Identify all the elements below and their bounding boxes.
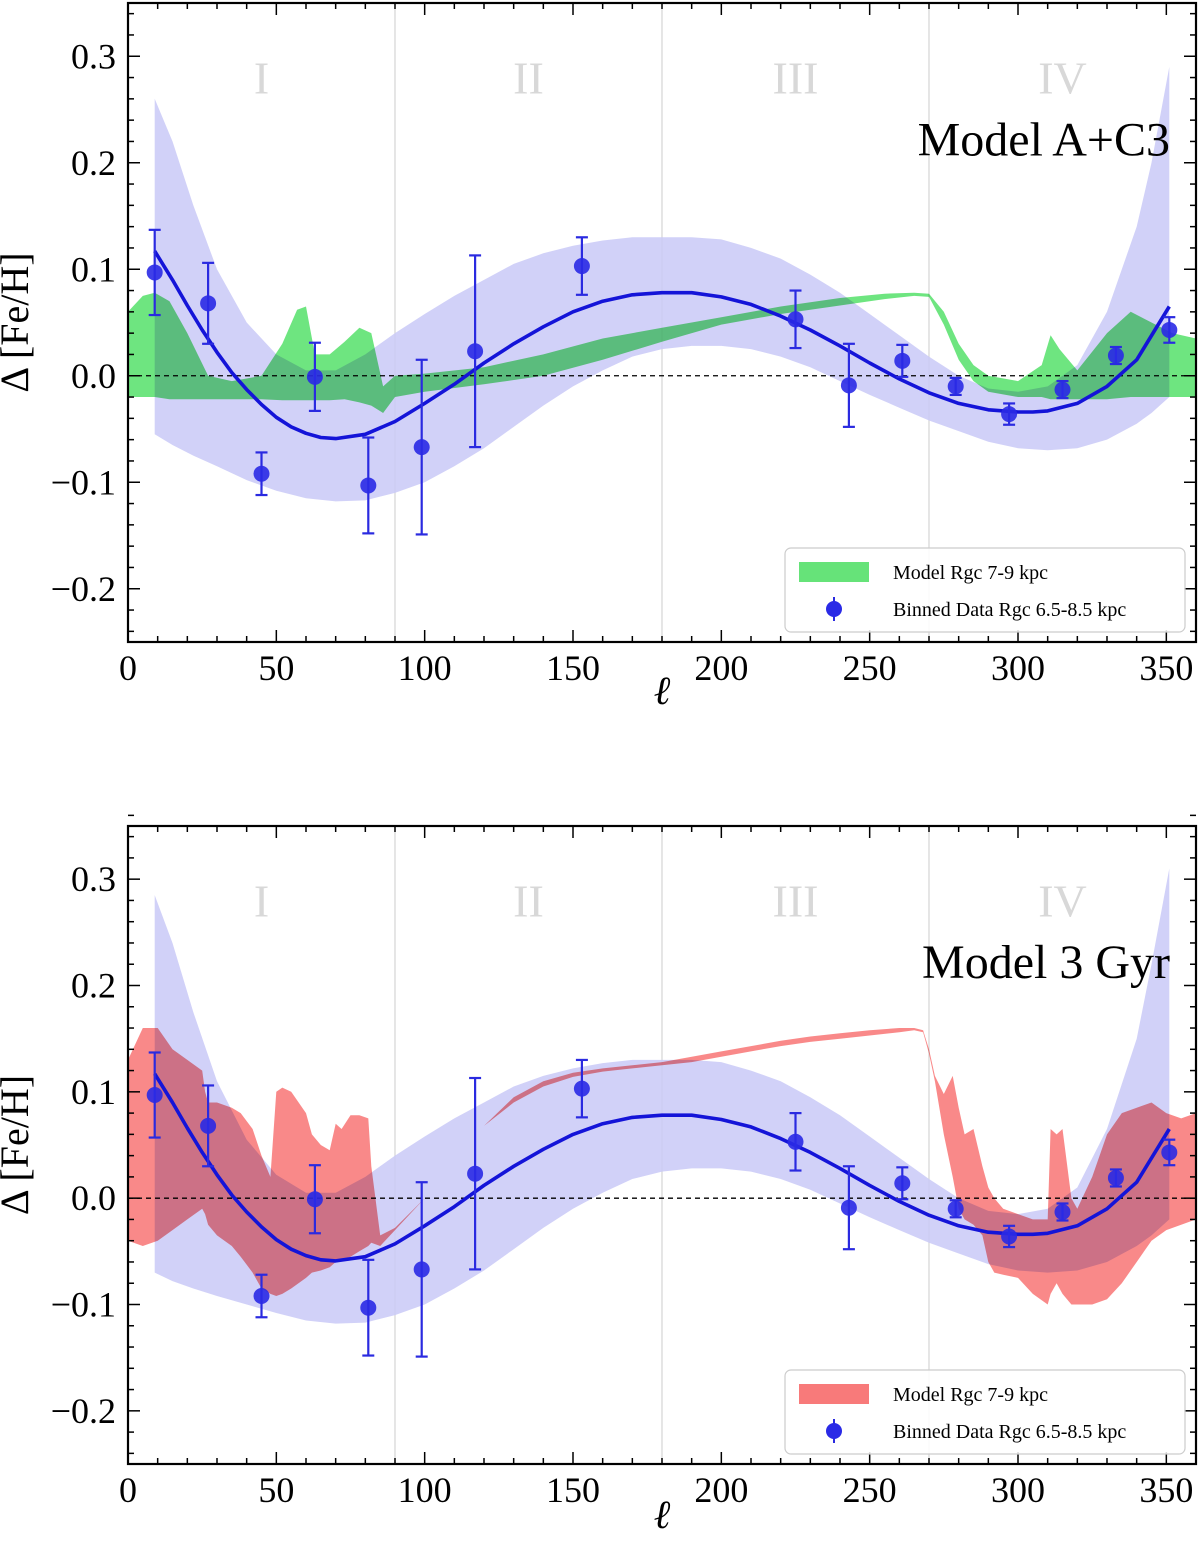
legend-box bbox=[784, 1369, 1186, 1455]
data-point bbox=[200, 295, 217, 312]
data-point bbox=[787, 311, 804, 328]
data-point bbox=[840, 1199, 857, 1216]
data-point bbox=[200, 1117, 217, 1134]
y-tick-label: 0.3 bbox=[71, 36, 116, 76]
x-tick-label: 100 bbox=[398, 1470, 452, 1510]
legend-swatch-model bbox=[799, 1384, 869, 1404]
data-point bbox=[1001, 406, 1018, 423]
y-tick-label: −0.1 bbox=[51, 1285, 116, 1325]
legend-marker-icon bbox=[826, 1423, 842, 1439]
fit-curve bbox=[153, 1072, 1171, 1263]
plot-area: I II III IV bbox=[128, 826, 1196, 1464]
data-point bbox=[467, 343, 484, 360]
legend-marker-icon bbox=[826, 601, 842, 617]
model-band bbox=[128, 292, 1196, 413]
x-tick-label: 350 bbox=[1139, 1470, 1193, 1510]
y-axis-label: Δ [Fe/H] bbox=[0, 1075, 37, 1215]
y-tick-label: 0.2 bbox=[71, 966, 116, 1006]
legend: Model Rgc 7-9 kpc Binned Data Rgc 6.5-8.5… bbox=[784, 1369, 1186, 1455]
data-point bbox=[1054, 1203, 1071, 1220]
data-point bbox=[306, 368, 323, 385]
x-tick-label: 150 bbox=[546, 1470, 600, 1510]
x-tick-label: 0 bbox=[119, 1470, 137, 1510]
data-point bbox=[1161, 1144, 1178, 1161]
x-tick-label: 100 bbox=[398, 648, 452, 688]
x-axis-label: ℓ bbox=[654, 1492, 671, 1537]
legend-swatch-model bbox=[799, 562, 869, 582]
panel-top: I II III IV0 50 100 150 200 250 300 350−0.2−0.10.0… bbox=[0, 1, 1198, 713]
legend-box bbox=[784, 547, 1186, 633]
quadrant-label: II bbox=[513, 53, 544, 104]
y-tick-label: −0.2 bbox=[51, 569, 116, 609]
data-point bbox=[894, 1175, 911, 1192]
quadrant-label: III bbox=[773, 875, 819, 926]
quadrant-label: I bbox=[254, 875, 269, 926]
data-point bbox=[573, 1080, 590, 1097]
data-point bbox=[1054, 381, 1071, 398]
quadrant-label: IV bbox=[1038, 875, 1087, 926]
data-point bbox=[1161, 321, 1178, 338]
data-point bbox=[467, 1165, 484, 1182]
data-point bbox=[1107, 1169, 1124, 1186]
legend-label-model: Model Rgc 7-9 kpc bbox=[893, 562, 1048, 584]
x-tick-label: 350 bbox=[1139, 648, 1193, 688]
data-point bbox=[306, 1191, 323, 1208]
data-point bbox=[894, 352, 911, 369]
x-tick-label: 50 bbox=[258, 648, 294, 688]
legend-label-data: Binned Data Rgc 6.5-8.5 kpc bbox=[893, 599, 1126, 621]
data-point bbox=[413, 1261, 430, 1278]
quadrant-label: III bbox=[773, 53, 819, 104]
y-tick-label: −0.2 bbox=[51, 1391, 116, 1431]
x-tick-label: 250 bbox=[843, 648, 897, 688]
x-tick-label: 300 bbox=[991, 648, 1045, 688]
data-point bbox=[947, 1200, 964, 1217]
data-point bbox=[1107, 347, 1124, 364]
data-point bbox=[413, 439, 430, 456]
data-point bbox=[253, 1287, 270, 1304]
y-tick-label: −0.1 bbox=[51, 462, 116, 502]
x-tick-label: 0 bbox=[119, 648, 137, 688]
x-tick-label: 200 bbox=[694, 1470, 748, 1510]
legend-label-data: Binned Data Rgc 6.5-8.5 kpc bbox=[893, 1421, 1126, 1443]
y-tick-label: 0.0 bbox=[71, 1178, 116, 1218]
data-point bbox=[146, 1087, 163, 1104]
panel-bottom: I II III IV0 50 100 150 200 250 300 350−0.2−0.10.0… bbox=[0, 814, 1198, 1537]
data-point bbox=[253, 465, 270, 482]
data-point bbox=[1001, 1228, 1018, 1245]
legend-label-model: Model Rgc 7-9 kpc bbox=[893, 1384, 1048, 1406]
y-axis-label: Δ [Fe/H] bbox=[0, 252, 37, 392]
data-point bbox=[573, 258, 590, 275]
y-tick-label: 0.2 bbox=[71, 143, 116, 183]
model-band bbox=[128, 1028, 1196, 1305]
fit-curve bbox=[153, 250, 1171, 441]
quadrant-label: I bbox=[254, 53, 269, 104]
x-tick-label: 300 bbox=[991, 1470, 1045, 1510]
model-title: Model 3 Gyr bbox=[922, 936, 1170, 989]
x-axis-label: ℓ bbox=[654, 668, 671, 713]
y-tick-label: 0.3 bbox=[71, 859, 116, 899]
x-tick-label: 150 bbox=[546, 648, 600, 688]
y-tick-label: 0.1 bbox=[71, 1072, 116, 1112]
data-point bbox=[787, 1133, 804, 1150]
data-point bbox=[360, 477, 377, 494]
quadrant-label: II bbox=[513, 875, 544, 926]
quadrant-label: IV bbox=[1038, 53, 1087, 104]
x-tick-label: 200 bbox=[694, 648, 748, 688]
plot-area: I II III IV bbox=[128, 3, 1196, 642]
legend: Model Rgc 7-9 kpc Binned Data Rgc 6.5-8.5… bbox=[784, 547, 1186, 633]
data-point bbox=[146, 264, 163, 281]
x-tick-label: 50 bbox=[258, 1470, 294, 1510]
y-tick-label: 0.0 bbox=[71, 356, 116, 396]
data-point bbox=[840, 377, 857, 394]
data-point bbox=[360, 1299, 377, 1316]
y-tick-label: 0.1 bbox=[71, 249, 116, 289]
x-tick-label: 250 bbox=[843, 1470, 897, 1510]
model-title: Model A+C3 bbox=[918, 113, 1170, 166]
data-point bbox=[947, 378, 964, 395]
